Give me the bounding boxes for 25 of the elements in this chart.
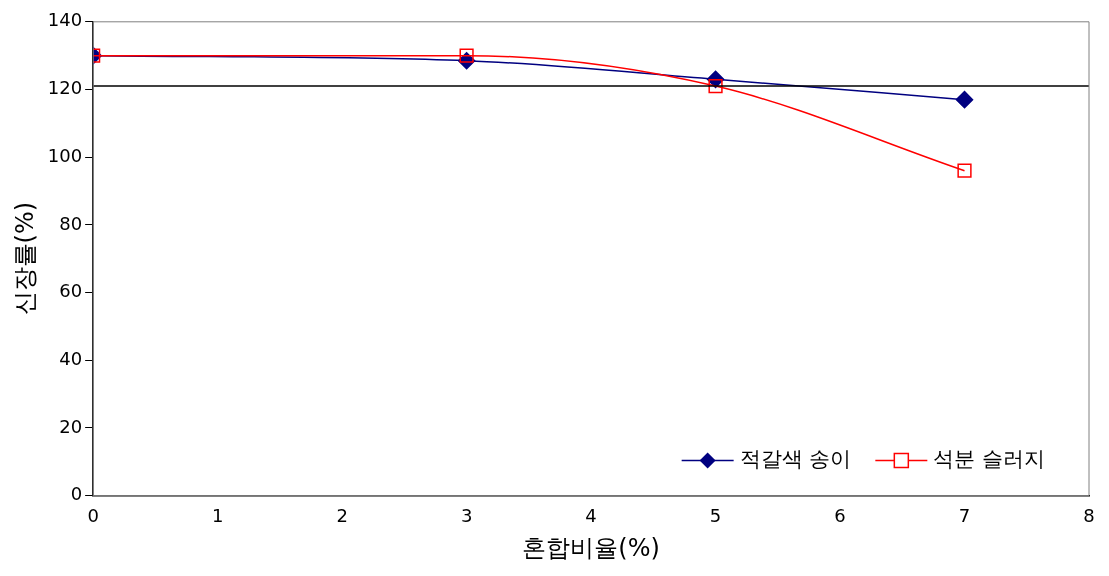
x-tick-label: 8 — [1083, 505, 1095, 527]
x-axis-title: 혼합비율(%) — [522, 533, 660, 562]
y-tick-label: 100 — [47, 144, 83, 166]
point — [459, 48, 474, 63]
x-tick-label: 0 — [87, 505, 99, 527]
y-axis-title: 신장률(%) — [10, 201, 39, 316]
x-tick-label: 5 — [709, 505, 722, 527]
point — [708, 78, 723, 94]
y-tick-label: 60 — [59, 280, 83, 302]
y-tick-label: 0 — [70, 483, 83, 505]
y-tick-label: 40 — [59, 347, 83, 369]
x-tick-label: 6 — [834, 505, 846, 527]
y-tick-label: 20 — [59, 415, 83, 437]
legend-label: 적갈색 송이 — [739, 447, 852, 472]
legend-label: 석분 슬러지 — [933, 447, 1046, 472]
point — [955, 90, 974, 109]
y-tick-label: 80 — [59, 212, 83, 234]
x-tick-label: 1 — [211, 505, 224, 527]
x-tick-label: 4 — [585, 505, 597, 527]
x-tick-label: 3 — [460, 505, 473, 527]
x-tick-label: 2 — [336, 505, 348, 527]
x-tick-label: 7 — [958, 505, 971, 527]
y-tick-label: 120 — [47, 77, 83, 99]
point — [957, 163, 972, 178]
y-tick-label: 140 — [47, 9, 83, 31]
